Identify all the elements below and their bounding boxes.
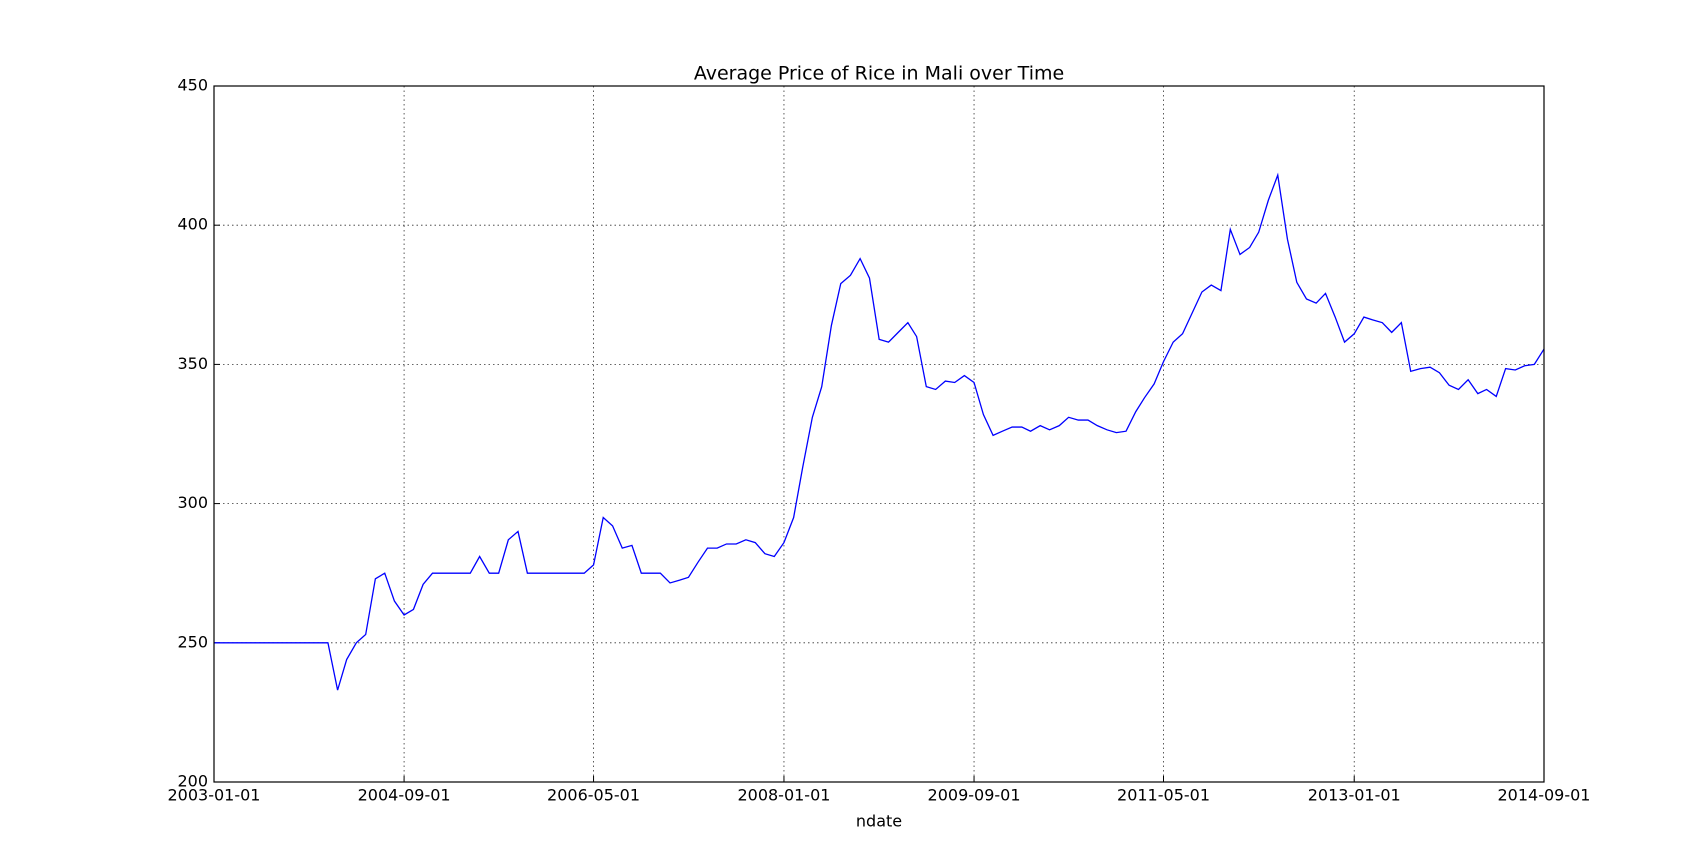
x-tick-label: 2014-09-01: [1498, 786, 1591, 805]
y-tick-label: 200: [177, 772, 208, 791]
y-tick-label: 400: [177, 215, 208, 234]
plot-frame: [213, 85, 1545, 783]
x-tick-label: 2009-09-01: [928, 786, 1021, 805]
x-tick-label: 2003-01-01: [168, 786, 261, 805]
chart-title: Average Price of Rice in Mali over Time: [694, 63, 1064, 85]
y-tick-label: 250: [177, 632, 208, 651]
x-tick-label: 2006-05-01: [547, 786, 640, 805]
y-tick-label: 300: [177, 493, 208, 512]
y-tick-label: 350: [177, 354, 208, 373]
data-line: [214, 172, 1545, 691]
x-tick-label: 2004-09-01: [358, 786, 451, 805]
x-axis-label: ndate: [856, 812, 902, 831]
x-tick-label: 2011-05-01: [1117, 786, 1210, 805]
x-tick-label: 2008-01-01: [737, 786, 830, 805]
x-tick-label: 2013-01-01: [1308, 786, 1401, 805]
y-tick-label: 450: [177, 76, 208, 95]
